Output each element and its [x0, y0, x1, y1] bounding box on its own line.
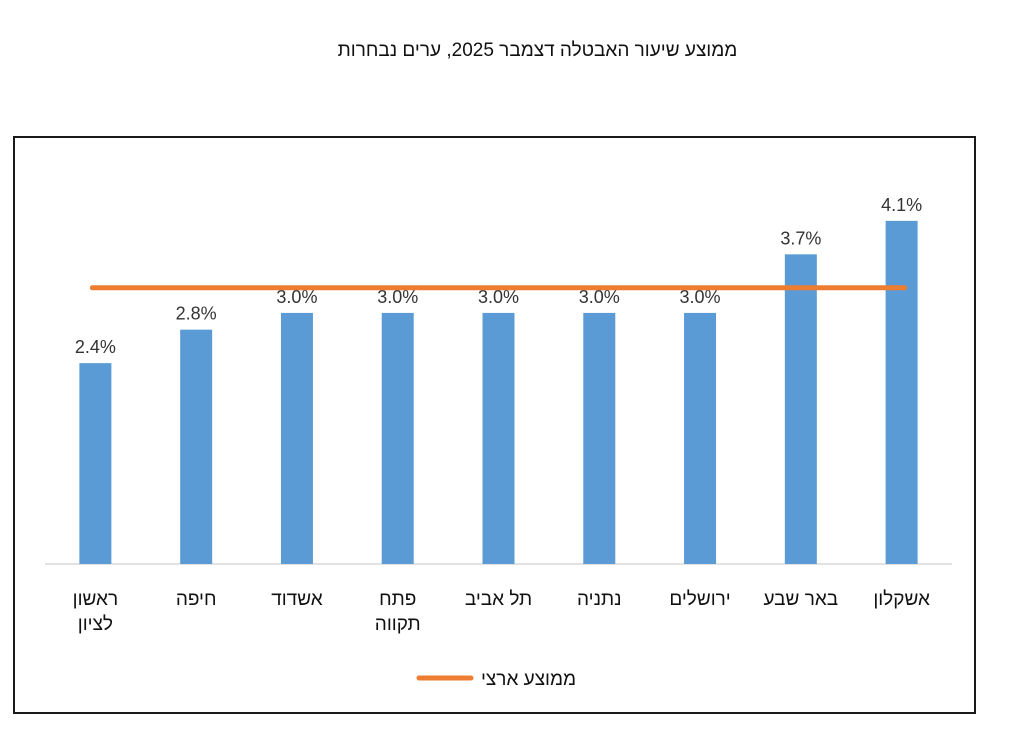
bar-value-label: 2.4%: [75, 337, 116, 357]
category-label: נתניה: [577, 589, 622, 610]
bar: [684, 312, 717, 564]
category-label: ראשון: [73, 589, 118, 610]
bar-value-label: 3.0%: [276, 287, 317, 307]
bar-value-label: 3.0%: [478, 287, 519, 307]
bar: [784, 254, 817, 564]
chart-title: ממוצע שיעור האבטלה דצמבר 2025, ערים נבחר…: [337, 40, 738, 61]
bar-value-label: 3.7%: [780, 228, 821, 248]
bar-value-label: 3.0%: [579, 287, 620, 307]
bar-value-label: 2.8%: [176, 304, 217, 324]
bar: [79, 363, 112, 564]
bar: [583, 312, 616, 564]
category-label: אשקלון: [873, 589, 930, 610]
category-label: תל אביב: [465, 589, 532, 610]
bar: [885, 220, 918, 564]
bar: [180, 329, 213, 564]
chart-frame: 2.4% ראשון לציון 2.8% חיפה 3.0% אשדוד 3.0% פתח תק…: [13, 136, 976, 714]
bar: [381, 312, 414, 564]
category-label: ירושלים: [669, 589, 730, 610]
bar-value-label: 3.0%: [377, 287, 418, 307]
bar: [482, 312, 515, 564]
category-label: אשדוד: [271, 589, 322, 610]
bar: [280, 312, 313, 564]
legend-label: ממוצע ארצי: [481, 669, 576, 690]
category-label: תקווה: [375, 614, 421, 635]
bar-value-label: 4.1%: [881, 195, 922, 215]
bar-value-label: 3.0%: [680, 287, 721, 307]
category-label: לציון: [78, 614, 113, 635]
category-label: באר שבע: [764, 589, 839, 610]
category-label: פתח: [379, 589, 416, 610]
category-label: חיפה: [176, 589, 217, 610]
bar-chart: 2.4% ראשון לציון 2.8% חיפה 3.0% אשדוד 3.0% פתח תק…: [45, 195, 952, 690]
